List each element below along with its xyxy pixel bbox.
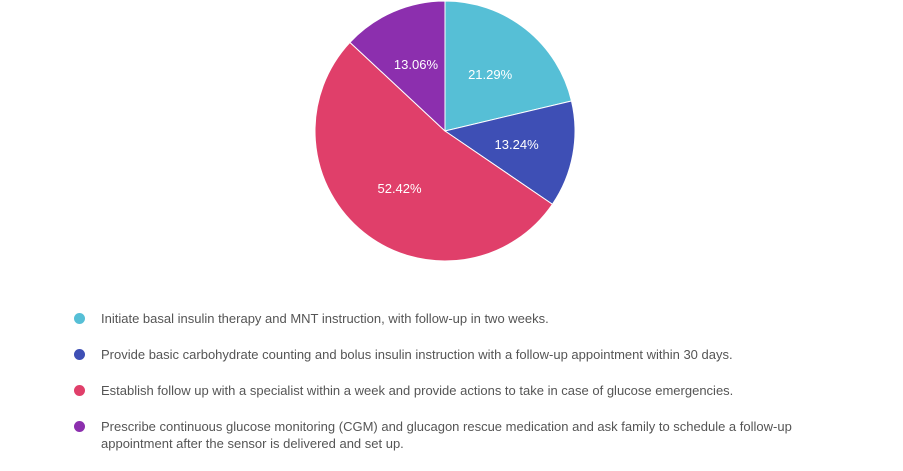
data-label-3: 13.06%: [394, 57, 439, 72]
data-label-2: 52.42%: [377, 181, 422, 196]
pie-slice-1[interactable]: [443, 100, 576, 205]
legend-dot-icon: [74, 349, 85, 360]
data-label-0: 21.29%: [468, 67, 513, 82]
pie-slice-3[interactable]: [349, 0, 446, 133]
pie-slice-2[interactable]: [314, 41, 554, 262]
legend-label: Prescribe continuous glucose monitoring …: [101, 419, 792, 451]
legend-dot-icon: [74, 313, 85, 324]
legend: Initiate basal insulin therapy and MNT i…: [74, 310, 814, 471]
legend-item[interactable]: Initiate basal insulin therapy and MNT i…: [74, 310, 814, 327]
pie-chart: 21.29% 13.24% 52.42% 13.06%: [314, 0, 576, 262]
legend-label: Establish follow up with a specialist wi…: [101, 383, 734, 398]
legend-label: Provide basic carbohydrate counting and …: [101, 347, 733, 362]
legend-dot-icon: [74, 385, 85, 396]
legend-label: Initiate basal insulin therapy and MNT i…: [101, 311, 549, 326]
pie-slice-0[interactable]: [444, 0, 573, 132]
data-label-1: 13.24%: [495, 137, 540, 152]
legend-item[interactable]: Establish follow up with a specialist wi…: [74, 382, 814, 399]
legend-dot-icon: [74, 421, 85, 432]
legend-item[interactable]: Prescribe continuous glucose monitoring …: [74, 418, 814, 452]
legend-item[interactable]: Provide basic carbohydrate counting and …: [74, 346, 814, 363]
